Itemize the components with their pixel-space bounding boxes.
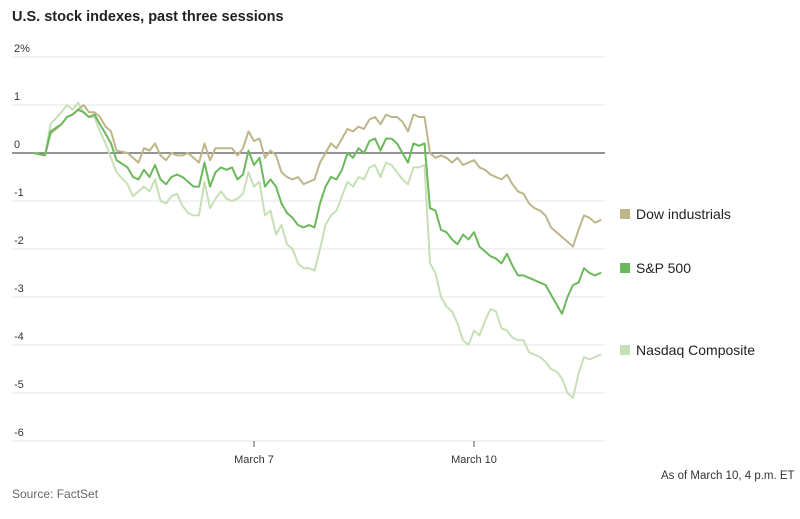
y-tick-label: -2 xyxy=(14,235,24,247)
series-line-s-p-500 xyxy=(33,108,602,315)
legend-swatch-nasdaq-composite xyxy=(620,345,630,355)
y-tick-label: -3 xyxy=(14,283,24,295)
chart-title: U.S. stock indexes, past three sessions xyxy=(12,9,284,25)
series-line-nasdaq-composite xyxy=(33,101,602,399)
y-tick-label: 1 xyxy=(14,91,20,103)
x-tick-label: March 10 xyxy=(451,454,497,466)
y-tick-label: 0 xyxy=(14,139,20,151)
series-line-dow-industrials xyxy=(33,104,602,248)
legend-label-nasdaq-composite: Nasdaq Composite xyxy=(636,342,755,358)
y-tick-label: -4 xyxy=(14,331,24,343)
legend-swatch-dow-industrials xyxy=(620,209,630,219)
x-tick-label: March 7 xyxy=(234,454,274,466)
y-tick-label: -5 xyxy=(14,379,24,391)
y-tick-label: -6 xyxy=(14,427,24,439)
as-of-note: As of March 10, 4 p.m. ET xyxy=(661,470,795,482)
legend-swatch-s-p-500 xyxy=(620,263,630,273)
source-note: Source: FactSet xyxy=(12,487,99,501)
y-tick-label: 2% xyxy=(14,43,30,55)
legend-label-s-p-500: S&P 500 xyxy=(636,260,691,276)
legend-label-dow-industrials: Dow industrials xyxy=(636,206,731,222)
y-tick-label: -1 xyxy=(14,187,24,199)
